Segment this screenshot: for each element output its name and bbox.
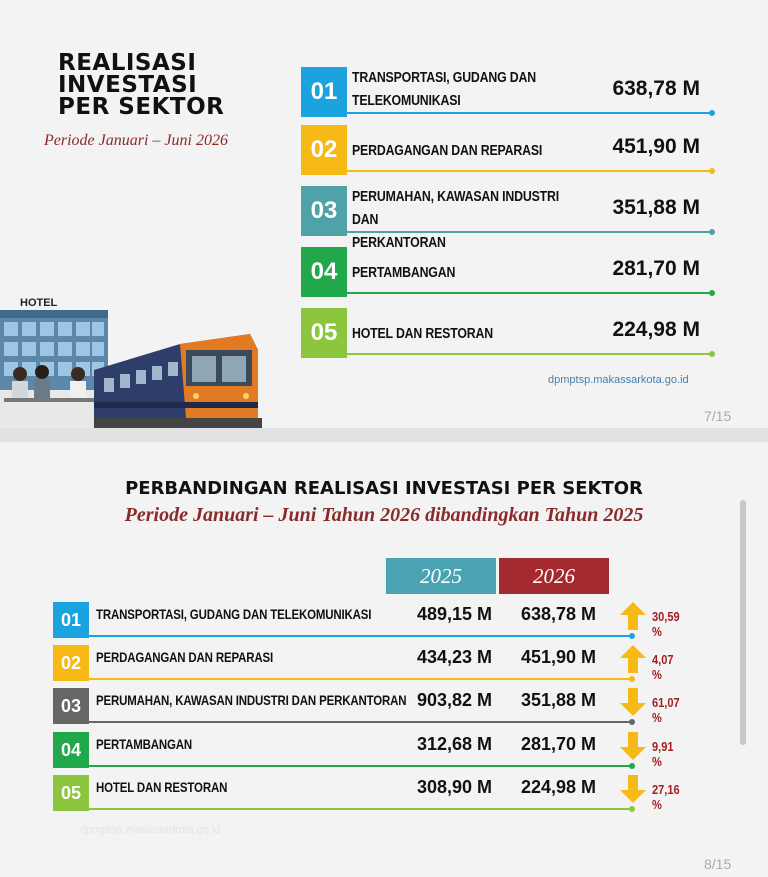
sector-underline <box>347 353 712 355</box>
arrow-up-icon <box>620 602 646 630</box>
value-2025: 434,23 M <box>416 647 492 667</box>
row-underline <box>89 678 631 680</box>
sector-label-line: HOTEL DAN RESTORAN <box>352 326 493 342</box>
value-2026: 638,78 M <box>520 604 596 624</box>
sector-underline <box>347 170 712 172</box>
arrow-down-icon <box>620 732 646 760</box>
sector-underline <box>347 292 712 294</box>
slide-divider <box>0 428 768 442</box>
slide2-period: Periode Januari – Juni Tahun 2026 diband… <box>124 504 644 526</box>
row-underline <box>89 635 631 637</box>
row-underline <box>89 808 631 810</box>
change-percentage: 61,07 % <box>652 695 680 725</box>
sector-label: TRANSPORTASI, GUDANG DAN TELEKOMUNIKASI <box>352 67 565 113</box>
sector-number-box: 01 <box>53 602 89 638</box>
sector-label-line: TELEKOMUNIKASI <box>352 93 461 109</box>
sector-label-line: PERTAMBANGAN <box>352 265 456 281</box>
value-2026: 224,98 M <box>520 777 596 797</box>
sector-underline-dot <box>709 168 715 174</box>
slide-7: REALISASI INVESTASI PER SEKTOR Periode J… <box>0 0 768 428</box>
sector-number-box: 05 <box>301 308 347 358</box>
sector-value: 281,70 M <box>612 257 700 280</box>
sector-underline-dot <box>709 290 715 296</box>
sector-label-line: TRANSPORTASI, GUDANG DAN <box>352 70 536 86</box>
year-2025-header: 2025 <box>386 558 496 594</box>
change-percentage: 9,91 % <box>652 739 674 769</box>
sector-value: 224,98 M <box>612 318 700 341</box>
arrow-down-icon <box>620 775 646 803</box>
slide1-page-number: 7/15 <box>704 408 732 424</box>
sector-number-box: 02 <box>53 645 89 681</box>
title-line-3: PER SEKTOR <box>58 94 225 120</box>
sector-value: 351,88 M <box>612 196 700 219</box>
sector-label: HOTEL DAN RESTORAN <box>352 323 565 346</box>
row-underline-dot <box>629 633 635 639</box>
sector-label: PERUMAHAN, KAWASAN INDUSTRI DAN PERKANTOR… <box>352 186 565 255</box>
row-underline-dot <box>629 719 635 725</box>
row-underline-dot <box>629 763 635 769</box>
sector-underline-dot <box>709 351 715 357</box>
value-2025: 489,15 M <box>416 604 492 624</box>
arrow-down-icon <box>620 688 646 716</box>
row-underline <box>89 765 631 767</box>
sector-label: PERDAGANGAN DAN REPARASI <box>96 649 273 665</box>
sector-label-line: PERUMAHAN, KAWASAN INDUSTRI DAN <box>352 189 560 228</box>
change-percentage: 27,16 % <box>652 782 680 812</box>
sector-underline-dot <box>709 229 715 235</box>
scrollbar[interactable] <box>740 500 746 745</box>
slide1-title: REALISASI INVESTASI PER SEKTOR <box>58 50 258 120</box>
sector-underline <box>347 231 712 233</box>
change-percentage: 4,07 % <box>652 652 674 682</box>
sector-label: PERUMAHAN, KAWASAN INDUSTRI DAN PERKANTO… <box>96 692 407 708</box>
sector-label: TRANSPORTASI, GUDANG DAN TELEKOMUNIKASI <box>96 606 372 622</box>
sector-label-line: PERDAGANGAN DAN REPARASI <box>352 143 543 159</box>
title-line-2: INVESTASI <box>58 72 198 98</box>
slide2-title: PERBANDINGAN REALISASI INVESTASI PER SEK… <box>125 478 643 499</box>
slide1-website: dpmptsp.makassarkota.go.id <box>548 374 689 386</box>
sector-number-box: 03 <box>53 688 89 724</box>
change-percentage: 30,59 % <box>652 609 680 639</box>
slide2-page-number: 8/15 <box>704 856 732 872</box>
slide2-website: dpmptsp.makassarkota.go.id <box>80 824 221 836</box>
sector-number-box: 03 <box>301 186 347 236</box>
slide1-period: Periode Januari – Juni 2026 <box>44 132 228 149</box>
row-underline <box>89 721 631 723</box>
year-2026-header: 2026 <box>499 558 609 594</box>
value-2026: 451,90 M <box>520 647 596 667</box>
sector-number-box: 01 <box>301 67 347 117</box>
value-2025: 312,68 M <box>416 734 492 754</box>
value-2026: 281,70 M <box>520 734 596 754</box>
hotel-train-illustration: HOTEL <box>0 297 262 428</box>
sector-label: PERTAMBANGAN <box>352 262 565 285</box>
sector-label-line: PERKANTORAN <box>352 235 446 251</box>
sector-value: 638,78 M <box>612 77 700 100</box>
sector-number-box: 04 <box>301 247 347 297</box>
sector-underline <box>347 112 712 114</box>
row-underline-dot <box>629 806 635 812</box>
sector-number-box: 02 <box>301 125 347 175</box>
sector-label: PERDAGANGAN DAN REPARASI <box>352 140 565 163</box>
sector-label: HOTEL DAN RESTORAN <box>96 779 228 795</box>
slide-8: PERBANDINGAN REALISASI INVESTASI PER SEK… <box>0 442 768 877</box>
sector-number-box: 05 <box>53 775 89 811</box>
title-line-1: REALISASI <box>58 50 197 76</box>
row-underline-dot <box>629 676 635 682</box>
sector-underline-dot <box>709 110 715 116</box>
value-2025: 903,82 M <box>416 690 492 710</box>
sector-number-box: 04 <box>53 732 89 768</box>
hotel-sign: HOTEL <box>20 297 58 309</box>
value-2025: 308,90 M <box>416 777 492 797</box>
arrow-up-icon <box>620 645 646 673</box>
value-2026: 351,88 M <box>520 690 596 710</box>
sector-value: 451,90 M <box>612 135 700 158</box>
sector-label: PERTAMBANGAN <box>96 736 193 752</box>
